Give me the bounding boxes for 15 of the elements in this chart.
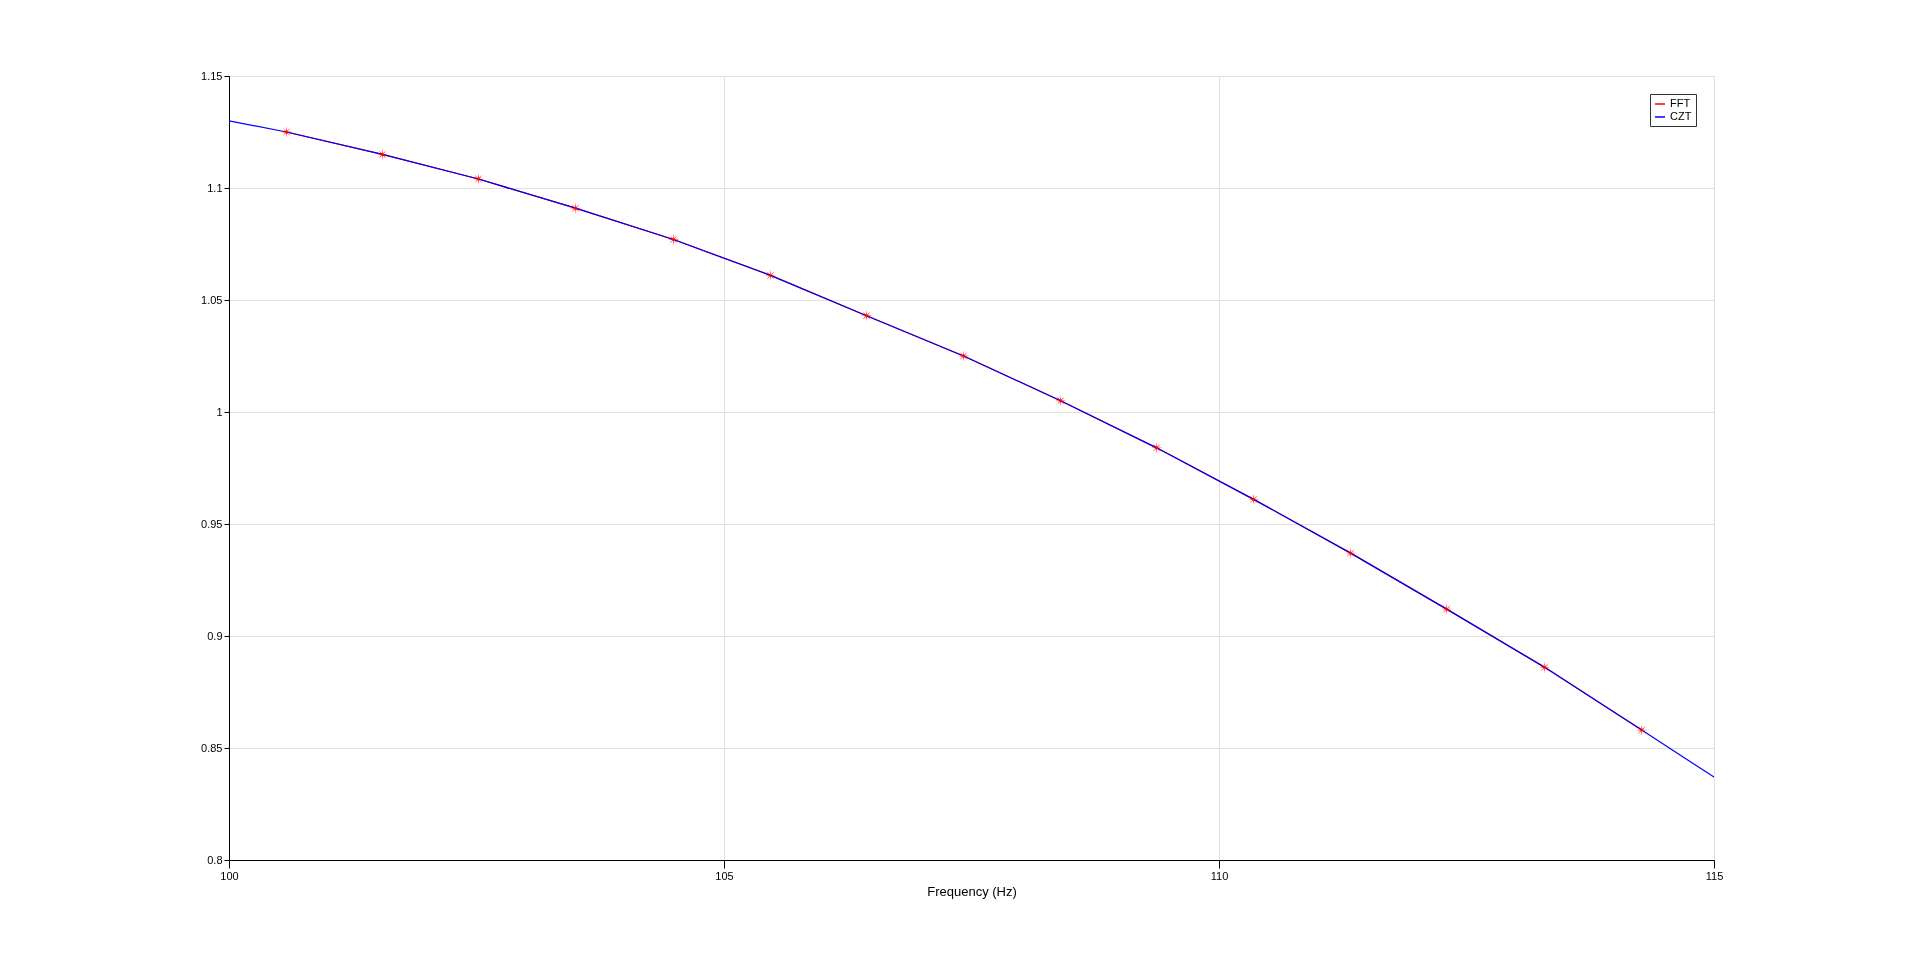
y-tick-label: 0.85	[201, 741, 223, 754]
x-tick-label: 100	[220, 869, 239, 882]
y-tick-label: 1	[216, 405, 223, 418]
x-tick-label: 105	[715, 869, 734, 882]
x-axis-title: Frequency (Hz)	[927, 883, 1017, 899]
legend-label: CZT	[1670, 110, 1692, 122]
legend-label: FFT	[1670, 97, 1691, 109]
y-tick-label: 1.15	[201, 69, 223, 82]
y-tick-label: 1.1	[207, 181, 223, 194]
y-tick-label: 0.8	[207, 853, 223, 866]
y-tick-label: 0.9	[207, 629, 223, 642]
x-tick-label: 110	[1210, 869, 1229, 882]
y-tick-label: 0.95	[201, 517, 223, 530]
y-tick-label: 1.05	[201, 293, 223, 306]
x-tick-label: 115	[1705, 869, 1724, 882]
